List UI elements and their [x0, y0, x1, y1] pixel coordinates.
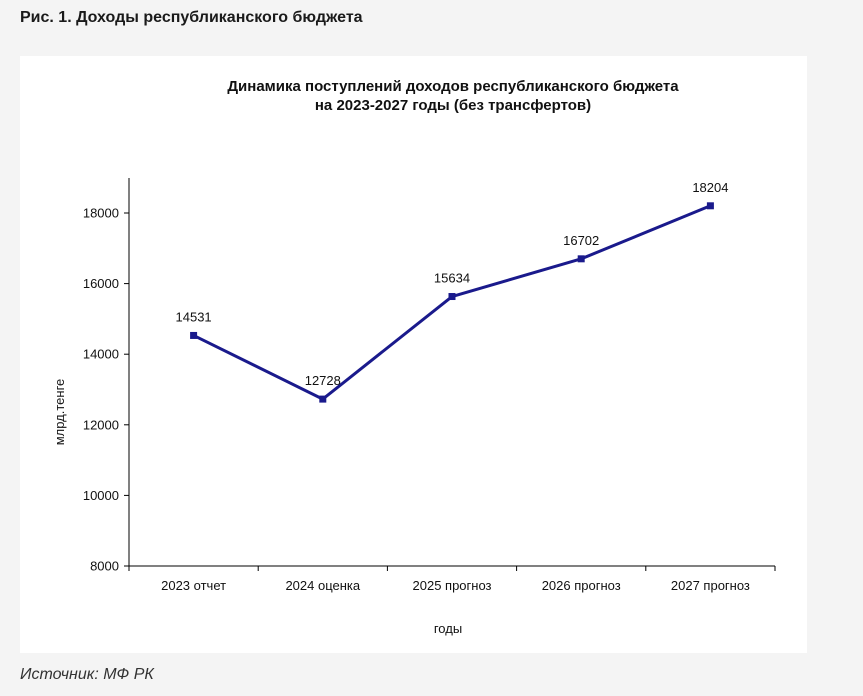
- x-tick-label: 2027 прогноз: [671, 578, 750, 593]
- line-chart: Динамика поступлений доходов республикан…: [52, 78, 776, 636]
- x-tick-label: 2023 отчет: [161, 578, 226, 593]
- data-label: 15634: [434, 271, 470, 286]
- chart-title-line1: Динамика поступлений доходов республикан…: [227, 78, 679, 95]
- data-point-marker: [319, 395, 327, 403]
- y-tick-label: 18000: [83, 206, 119, 221]
- x-ticks: 2023 отчет 2024 оценка 2025 прогноз 2026 пр…: [128, 566, 776, 593]
- y-axis-label: млрд.тенге: [52, 379, 67, 446]
- data-point-marker: [190, 331, 198, 339]
- chart-panel: Динамика поступлений доходов республикан…: [20, 56, 807, 653]
- data-label: 14531: [176, 309, 212, 324]
- y-tick-label: 12000: [83, 417, 119, 432]
- y-ticks: 8000 10000 12000 14000 16000 18000: [83, 206, 129, 574]
- x-tick-label: 2024 оценка: [285, 578, 360, 593]
- source-note: Источник: МФ РК: [20, 666, 154, 683]
- data-point-marker: [577, 255, 585, 263]
- y-tick-label: 10000: [83, 488, 119, 503]
- data-labels: 14531 12728 15634 16702 18204: [176, 180, 729, 388]
- data-label: 16702: [563, 233, 599, 248]
- data-label: 18204: [692, 180, 728, 195]
- y-tick-label: 8000: [90, 559, 119, 574]
- figure-caption: Рис. 1. Доходы республиканского бюджета: [20, 9, 363, 26]
- data-label: 12728: [305, 373, 341, 388]
- y-tick-label: 16000: [83, 276, 119, 291]
- series-line: [192, 204, 711, 401]
- y-tick-label: 14000: [83, 347, 119, 362]
- series-line-path: [192, 204, 711, 401]
- data-point-marker: [706, 202, 714, 210]
- chart-title-line2: на 2023-2027 годы (без трансфертов): [315, 97, 591, 114]
- x-axis-label: годы: [434, 621, 462, 636]
- axes: [128, 178, 775, 567]
- x-tick-label: 2026 прогноз: [542, 578, 621, 593]
- data-point-marker: [448, 293, 456, 301]
- x-tick-label: 2025 прогноз: [413, 578, 492, 593]
- series-markers: [190, 202, 714, 403]
